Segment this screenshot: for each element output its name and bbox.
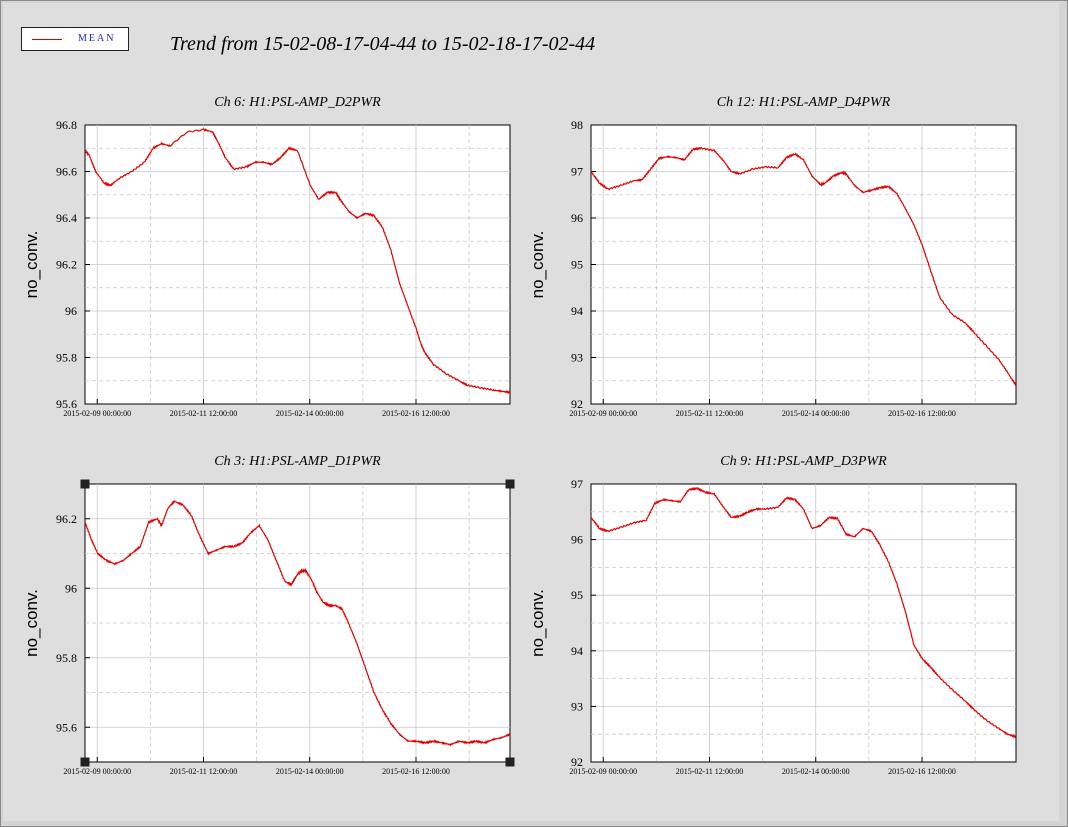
y-axis-label: no_conv. (22, 589, 41, 657)
x-tick-label: 2015-02-11 12:00:00 (170, 409, 237, 418)
y-tick-label: 95.8 (56, 651, 77, 665)
y-tick-label: 97 (571, 165, 583, 179)
x-tick-label: 2015-02-16 12:00:00 (382, 409, 450, 418)
x-tick-label: 2015-02-16 12:00:00 (382, 767, 450, 776)
y-tick-label: 96 (571, 211, 583, 225)
x-tick-label: 2015-02-11 12:00:00 (676, 409, 743, 418)
legend-line-swatch (32, 39, 62, 40)
y-tick-label: 95.6 (56, 397, 77, 411)
y-tick-label: 95 (571, 588, 583, 602)
y-axis-label: no_conv. (528, 589, 547, 657)
selection-handle (80, 757, 90, 767)
y-tick-label: 93 (571, 699, 583, 713)
y-tick-label: 92 (571, 397, 583, 411)
chart-3: Ch 9: H1:PSL-AMP_D3PWR9796959493922015-0… (528, 454, 1017, 776)
x-tick-label: 2015-02-09 00:00:00 (63, 409, 131, 418)
legend: MEAN (21, 27, 129, 51)
y-tick-label: 96.4 (56, 211, 77, 225)
y-tick-label: 96.6 (56, 165, 77, 179)
legend-label: MEAN (78, 33, 116, 44)
y-tick-label: 97 (571, 477, 583, 491)
series-line (590, 146, 1017, 386)
x-tick-label: 2015-02-14 00:00:00 (276, 767, 344, 776)
series-line (84, 500, 511, 747)
page-title: Trend from 15-02-08-17-04-44 to 15-02-18… (170, 33, 596, 55)
y-tick-label: 96.8 (56, 118, 77, 132)
y-tick-label: 95.6 (56, 720, 77, 734)
selection-handle (80, 479, 90, 489)
x-tick-label: 2015-02-09 00:00:00 (569, 767, 637, 776)
y-axis-label: no_conv. (22, 231, 41, 299)
chart-title: Ch 3: H1:PSL-AMP_D1PWR (214, 454, 381, 469)
x-tick-label: 2015-02-16 12:00:00 (888, 409, 956, 418)
chart-1: Ch 12: H1:PSL-AMP_D4PWR98979695949392201… (528, 95, 1017, 418)
chart-title: Ch 6: H1:PSL-AMP_D2PWR (214, 95, 381, 110)
y-tick-label: 96.2 (56, 512, 77, 526)
x-tick-label: 2015-02-16 12:00:00 (888, 767, 956, 776)
x-tick-label: 2015-02-14 00:00:00 (782, 767, 850, 776)
x-tick-label: 2015-02-09 00:00:00 (569, 409, 637, 418)
series-line (84, 128, 511, 395)
series-line (590, 486, 1017, 739)
y-tick-label: 92 (571, 755, 583, 769)
x-tick-label: 2015-02-11 12:00:00 (676, 767, 743, 776)
selection-handle (505, 757, 515, 767)
y-tick-label: 98 (571, 118, 583, 132)
chart-0: Ch 6: H1:PSL-AMP_D2PWR 96.8 96.6 96.4 96.2 96… (22, 95, 511, 418)
x-tick-label: 2015-02-09 00:00:00 (63, 767, 131, 776)
y-tick-label: 93 (571, 351, 583, 365)
x-tick-label: 2015-02-14 00:00:00 (276, 409, 344, 418)
y-tick-label: 94 (571, 644, 583, 658)
chart-2: Ch 3: H1:PSL-AMP_D1PWR 96.2 96 95.8 95.6 2015… (22, 454, 515, 776)
y-tick-label: 95 (571, 258, 583, 272)
y-axis-label: no_conv. (528, 231, 547, 299)
x-tick-label: 2015-02-14 00:00:00 (782, 409, 850, 418)
y-tick-label: 96 (65, 304, 77, 318)
y-tick-label: 96 (65, 581, 77, 595)
y-tick-label: 95.8 (56, 351, 77, 365)
y-tick-label: 96.2 (56, 258, 77, 272)
chart-title: Ch 12: H1:PSL-AMP_D4PWR (717, 95, 891, 110)
chart-title: Ch 9: H1:PSL-AMP_D3PWR (720, 454, 887, 469)
y-tick-label: 96 (571, 533, 583, 547)
selection-handle (505, 479, 515, 489)
x-tick-label: 2015-02-11 12:00:00 (170, 767, 237, 776)
y-tick-label: 94 (571, 304, 583, 318)
